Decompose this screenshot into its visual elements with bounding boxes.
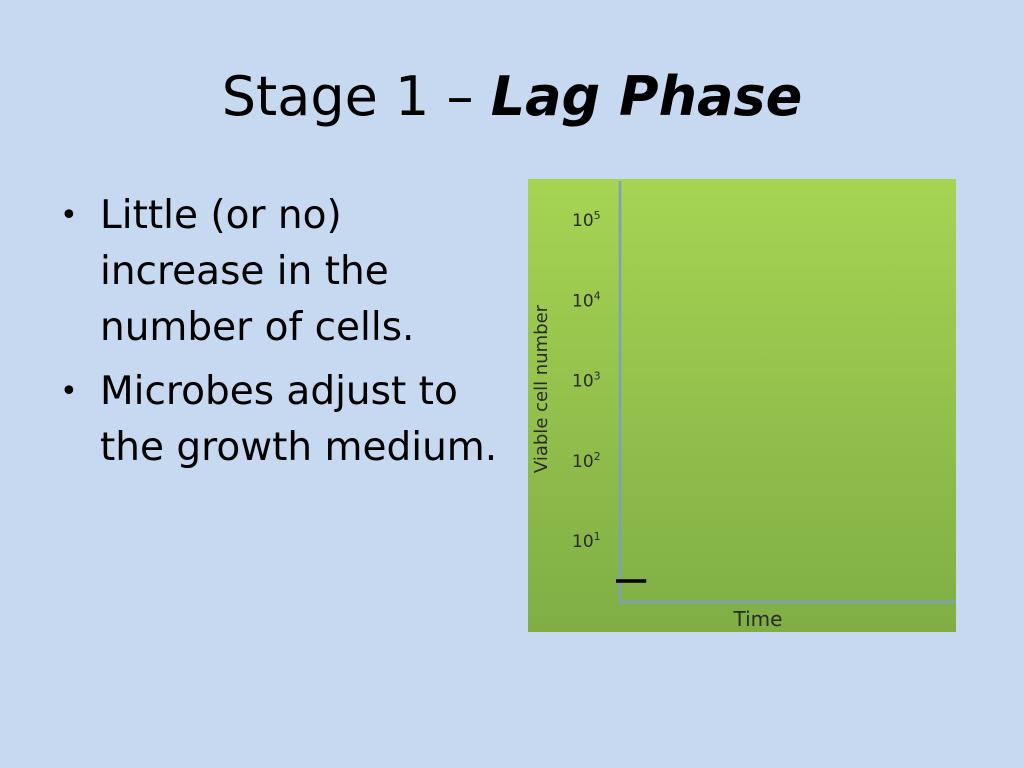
y-tick-label: 102 (572, 450, 601, 472)
y-axis-label: Viable cell number (531, 304, 552, 473)
x-axis-label: Time (733, 607, 783, 631)
bullet-dot-icon: • (60, 374, 78, 409)
bullet-item: • Little (or no) increase in the number … (60, 188, 500, 356)
bullet-list: • Little (or no) increase in the number … (60, 188, 500, 484)
bullet-dot-icon: • (60, 198, 78, 233)
y-tick-label: 101 (572, 530, 601, 552)
slide-title: Stage 1 – Lag Phase (0, 62, 1024, 132)
y-tick-label: 103 (572, 370, 601, 392)
y-tick-label: 105 (572, 209, 601, 231)
chart-background (528, 179, 956, 632)
title-phase: Lag Phase (490, 65, 803, 128)
y-tick-label: 104 (572, 289, 601, 311)
title-stage: Stage 1 – (221, 65, 491, 128)
bullet-item: • Microbes adjust to the growth medium. (60, 364, 500, 476)
bullet-text: Microbes adjust to the growth medium. (100, 369, 498, 470)
growth-chart: 101 102 103 104 105 Time Viable cell number (528, 179, 956, 632)
bullet-text: Little (or no) increase in the number of… (100, 193, 415, 350)
